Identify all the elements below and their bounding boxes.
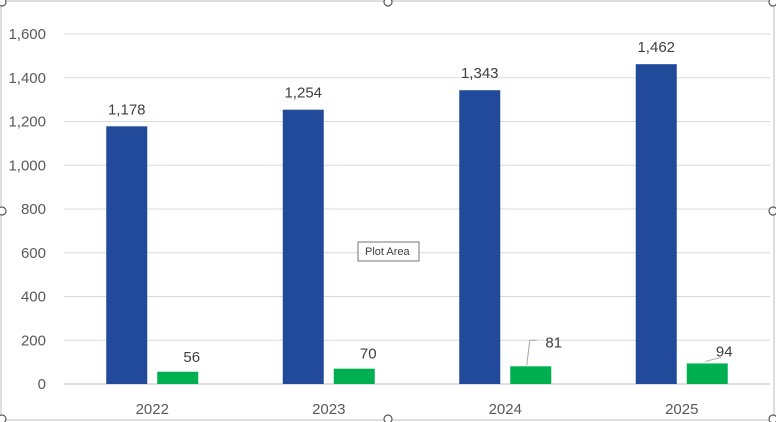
data-label[interactable]: 81 — [545, 334, 562, 351]
data-labels[interactable]: 1,178 56 1,254 70 1,343 81 1,462 94 — [108, 39, 733, 366]
resize-handle[interactable] — [383, 414, 393, 422]
y-tick-label: 1,600 — [8, 26, 46, 43]
resize-handle[interactable] — [768, 206, 776, 216]
y-tick-label: 800 — [21, 201, 46, 218]
resize-handle[interactable] — [768, 414, 776, 422]
x-tick-label: 2023 — [312, 401, 345, 418]
data-label[interactable]: 94 — [716, 343, 733, 360]
plot-area-tooltip: Plot Area — [357, 241, 420, 262]
y-axis-tick-labels: 0 200 400 600 800 1,000 1,200 1,400 1,600 — [8, 26, 46, 393]
tooltip-text: Plot Area — [365, 246, 411, 258]
tooltip-box — [357, 241, 420, 262]
y-tick-label: 200 — [21, 332, 46, 349]
y-tick-label: 1,400 — [8, 70, 46, 87]
resize-handle[interactable] — [768, 0, 776, 7]
resize-handle[interactable] — [0, 0, 7, 7]
resize-handle[interactable] — [383, 0, 393, 7]
y-tick-label: 1,200 — [8, 114, 46, 131]
y-tick-label: 0 — [38, 376, 46, 393]
bar-2023-series-2[interactable] — [333, 368, 375, 384]
data-label[interactable]: 1,462 — [637, 39, 675, 56]
x-tick-label: 2025 — [665, 401, 698, 418]
data-label[interactable]: 56 — [183, 349, 200, 366]
bar-2022-series-1[interactable] — [106, 126, 148, 384]
leader-line — [705, 356, 722, 362]
y-tick-label: 1,000 — [8, 157, 46, 174]
data-label[interactable]: 70 — [360, 346, 377, 363]
x-axis-tick-labels: 2022 2023 2024 2025 — [136, 401, 699, 418]
bars[interactable] — [106, 64, 728, 384]
leader-line — [526, 339, 537, 366]
bar-2025-series-2[interactable] — [686, 363, 728, 384]
y-tick-label: 600 — [21, 245, 46, 262]
bar-2023-series-1[interactable] — [282, 109, 324, 384]
x-tick-label: 2024 — [489, 401, 522, 418]
bar-2024-series-1[interactable] — [459, 90, 501, 384]
bar-2025-series-1[interactable] — [635, 64, 677, 384]
bar-2024-series-2[interactable] — [510, 366, 552, 384]
resize-handle[interactable] — [0, 414, 7, 422]
y-tick-label: 400 — [21, 289, 46, 306]
bar-2022-series-2[interactable] — [157, 371, 199, 384]
data-label[interactable]: 1,343 — [461, 65, 499, 82]
data-label[interactable]: 1,254 — [284, 85, 322, 102]
data-label[interactable]: 1,178 — [108, 101, 146, 118]
x-tick-label: 2022 — [136, 401, 169, 418]
resize-handle[interactable] — [0, 206, 7, 216]
